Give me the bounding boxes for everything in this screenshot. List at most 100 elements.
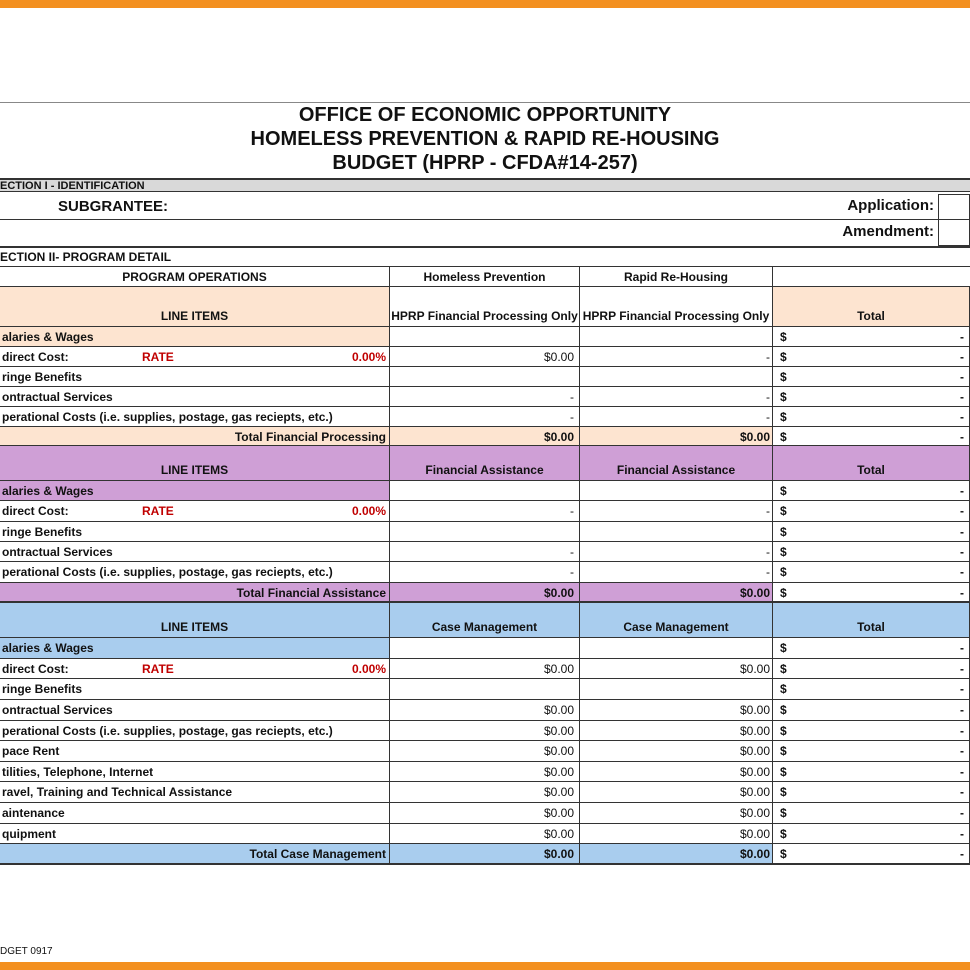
cell bbox=[580, 327, 773, 347]
cell bbox=[0, 541, 390, 563]
line-item: Total Case Management bbox=[249, 847, 386, 862]
title-line: BUDGET (HPRP - CFDA#14-257) bbox=[332, 152, 638, 174]
value: $0.00 bbox=[543, 847, 574, 862]
value: $ bbox=[780, 544, 787, 559]
value: $ bbox=[780, 723, 787, 738]
line-item: Total Financial Processing bbox=[234, 430, 386, 444]
line-item: perational Costs (i.e. supplies, postage… bbox=[2, 410, 333, 424]
value: - bbox=[960, 544, 964, 559]
value: $ bbox=[780, 390, 787, 404]
value: $0.00 bbox=[543, 350, 574, 364]
footer-code: DGET 0917 bbox=[0, 946, 53, 957]
cell bbox=[580, 803, 773, 824]
value: $ bbox=[780, 641, 787, 655]
cell bbox=[0, 501, 390, 522]
value: - bbox=[766, 565, 770, 580]
cell bbox=[0, 823, 390, 845]
cell bbox=[580, 638, 773, 659]
subgrantee-label: SUBGRANTEE: bbox=[58, 198, 169, 215]
title-line: OFFICE OF ECONOMIC OPPORTUNITY bbox=[298, 104, 672, 126]
cell bbox=[0, 327, 390, 347]
line-item: alaries & Wages bbox=[2, 484, 94, 498]
line-item: direct Cost: bbox=[2, 504, 69, 519]
value: - bbox=[960, 484, 964, 498]
cell bbox=[0, 679, 390, 700]
value: $ bbox=[780, 744, 787, 759]
line-item: alaries & Wages bbox=[2, 330, 94, 344]
value: - bbox=[960, 585, 964, 600]
value: - bbox=[960, 641, 964, 655]
cell bbox=[580, 387, 773, 407]
value: $ bbox=[780, 484, 787, 498]
cell bbox=[0, 844, 390, 866]
value: $0.00 bbox=[739, 826, 770, 841]
cell bbox=[0, 481, 390, 502]
cell bbox=[0, 387, 390, 407]
line-item: ringe Benefits bbox=[2, 524, 83, 539]
cell bbox=[390, 481, 580, 502]
value: - bbox=[570, 410, 574, 424]
value: - bbox=[570, 390, 574, 404]
cell bbox=[580, 562, 773, 583]
value: - bbox=[960, 744, 964, 759]
header-cell bbox=[773, 267, 970, 287]
value: 0.00% bbox=[351, 350, 386, 364]
line-item: pace Rent bbox=[2, 744, 60, 759]
line-item: ontractual Services bbox=[2, 390, 113, 404]
value: - bbox=[960, 504, 964, 519]
cell bbox=[580, 347, 773, 367]
header-cell: Financial Assistance bbox=[390, 446, 580, 481]
cell bbox=[390, 782, 580, 804]
cell bbox=[580, 720, 773, 742]
cell bbox=[0, 699, 390, 721]
input-box bbox=[938, 194, 970, 246]
value: $ bbox=[780, 806, 787, 821]
cell bbox=[390, 521, 580, 542]
cell bbox=[580, 679, 773, 700]
header-cell: LINE ITEMS bbox=[0, 446, 390, 481]
value: - bbox=[960, 370, 964, 384]
cell bbox=[0, 562, 390, 583]
cell bbox=[390, 582, 580, 603]
row bbox=[0, 192, 970, 220]
cell bbox=[390, 658, 580, 680]
cell bbox=[390, 541, 580, 563]
value: $ bbox=[780, 785, 787, 800]
cell bbox=[0, 347, 390, 367]
value: $0.00 bbox=[739, 430, 770, 444]
cell bbox=[0, 638, 390, 659]
value: $ bbox=[780, 661, 787, 676]
section-label: ECTION I - IDENTIFICATION bbox=[0, 178, 970, 192]
value: $0.00 bbox=[739, 702, 770, 717]
value: - bbox=[960, 723, 964, 738]
value: $0.00 bbox=[739, 785, 770, 800]
line-item: ontractual Services bbox=[2, 702, 113, 717]
amendment-label: Amendment: bbox=[842, 223, 934, 240]
cell bbox=[390, 501, 580, 522]
value: - bbox=[766, 544, 770, 559]
cell bbox=[580, 782, 773, 804]
value: $0.00 bbox=[543, 764, 574, 779]
value: $ bbox=[780, 826, 787, 841]
header-cell: Financial Assistance bbox=[580, 446, 773, 481]
line-item: direct Cost: bbox=[2, 661, 69, 676]
value: - bbox=[960, 524, 964, 539]
line-item: direct Cost: bbox=[2, 350, 69, 364]
value: RATE bbox=[142, 350, 174, 364]
line-item: quipment bbox=[2, 826, 56, 841]
line-item: ringe Benefits bbox=[2, 682, 83, 697]
value: - bbox=[960, 410, 964, 424]
cell bbox=[580, 741, 773, 762]
line-item: aintenance bbox=[2, 806, 65, 821]
value: - bbox=[960, 785, 964, 800]
section-label: ECTION II- PROGRAM DETAIL bbox=[0, 246, 970, 267]
header-cell: Case Management bbox=[390, 603, 580, 638]
cell bbox=[390, 367, 580, 387]
value: - bbox=[960, 826, 964, 841]
value: $ bbox=[780, 504, 787, 519]
value: $ bbox=[780, 370, 787, 384]
value: $0.00 bbox=[543, 744, 574, 759]
header-cell: HPRP Financial Processing Only bbox=[390, 287, 580, 327]
value: - bbox=[960, 661, 964, 676]
